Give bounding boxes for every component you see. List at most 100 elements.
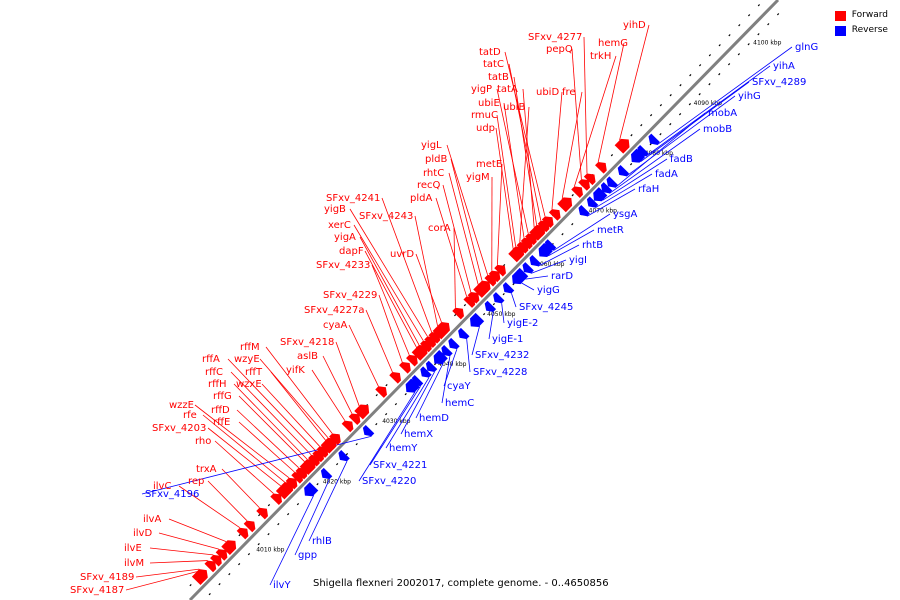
leader-line [207, 427, 282, 487]
gene-arrow [285, 477, 298, 490]
leader-line [609, 128, 701, 194]
gene-arrow [571, 186, 583, 198]
label-leaders [125, 24, 793, 591]
scale-dash [492, 303, 496, 306]
leader-line [308, 461, 348, 542]
scale-dash [218, 583, 221, 586]
scale-dash [257, 543, 260, 546]
gene-label: mobA [708, 108, 737, 119]
gene-arrow [215, 549, 228, 561]
gene-label: ilvE [124, 543, 142, 554]
gene-arrow [270, 493, 282, 506]
leader-line [443, 348, 458, 387]
legend-forward: Forward [834, 8, 888, 23]
leader-line [349, 208, 428, 337]
gene-label: rhtB [582, 240, 603, 251]
scale-label: 4070 kbp [589, 207, 617, 214]
legend: Forward Reverse [834, 8, 888, 38]
gene-arrow [221, 540, 237, 556]
leader-line [471, 325, 481, 356]
gene-label: SFxv_4233 [316, 260, 370, 271]
gene-label: SFxv_4218 [280, 337, 334, 348]
gene-arrow [484, 300, 497, 312]
gene-label: SFxv_4227a [304, 305, 365, 316]
leader-line [233, 383, 308, 460]
leader-line [259, 358, 329, 438]
gene-arrow [425, 360, 438, 372]
scale-dash [747, 14, 751, 17]
scale-dash [502, 293, 505, 296]
gene-label: yigB [324, 204, 346, 215]
scale-dash [454, 314, 457, 317]
gene-arrow [433, 349, 448, 365]
leader-line [202, 414, 285, 483]
gene-arrow [210, 554, 222, 567]
gene-arrow [606, 176, 618, 188]
gene-label: mobB [703, 124, 732, 135]
scale-dash [189, 584, 192, 587]
gene-arrow [329, 433, 341, 446]
gene-arrow [467, 292, 480, 304]
leader-line [168, 518, 227, 543]
leader-line [269, 494, 315, 586]
gene-label: cyaA [323, 320, 348, 331]
gene-arrow [341, 420, 354, 433]
scale-dash [238, 563, 241, 566]
gene-arrow [420, 366, 432, 378]
scale-dash [679, 84, 682, 87]
gene-label: yigG [537, 285, 560, 296]
gene-label: rhlB [312, 536, 332, 547]
leader-line [236, 409, 299, 469]
leader-line [135, 568, 200, 578]
leader-line [358, 391, 416, 482]
scale-dash [482, 313, 486, 316]
leader-line [442, 184, 472, 293]
gene-label: yihD [623, 20, 646, 31]
gene-label: ilvM [124, 558, 144, 569]
scale-dash [571, 223, 574, 226]
gene-label: hemX [404, 429, 433, 440]
scale-dash [375, 394, 378, 397]
gene-label: uvrD [390, 249, 414, 260]
gene-label: tatB [488, 72, 509, 83]
scale-label: 4060 kbp [536, 261, 564, 268]
gene-label: pldA [410, 193, 432, 204]
scale-dash [502, 264, 506, 267]
gene-label: ubiB [503, 102, 525, 113]
leader-line [548, 229, 595, 257]
leader-line [378, 294, 403, 363]
gene-label: SFxv_4221 [373, 460, 427, 471]
scale-dash [335, 463, 339, 466]
gene-label: gpp [298, 550, 317, 561]
gene-arrow [411, 374, 424, 387]
gene-label: ubiD [536, 87, 559, 98]
gene-label: corA [428, 223, 451, 234]
scale-dash [689, 74, 692, 77]
leader-line [348, 324, 379, 387]
gene-label: SFxv_4232 [475, 350, 529, 361]
gene-arrow [600, 182, 613, 194]
leader-line [178, 485, 241, 529]
gene-label: metR [597, 225, 624, 236]
leader-line [530, 259, 567, 274]
leader-line [519, 106, 530, 243]
gene-arrow [593, 187, 608, 202]
leader-line [586, 188, 636, 217]
gene-label: rarD [551, 271, 573, 282]
leader-line [626, 95, 736, 177]
scale-dash [708, 54, 712, 57]
leader-line [640, 81, 750, 162]
gene-label: hemY [389, 443, 418, 454]
leader-line [194, 404, 290, 479]
gene-label: dapF [339, 246, 364, 257]
gene-label: yigE-2 [507, 318, 538, 329]
scale-dash [776, 13, 780, 16]
gene-arrow [488, 270, 501, 283]
gene-arrow [338, 449, 350, 462]
gene-arrow [586, 196, 599, 208]
gene-arrow [320, 467, 333, 480]
scale-dash [238, 534, 241, 537]
gene-arrow [541, 216, 554, 228]
leader-line [261, 383, 320, 447]
legend-reverse: Reverse [834, 23, 888, 38]
